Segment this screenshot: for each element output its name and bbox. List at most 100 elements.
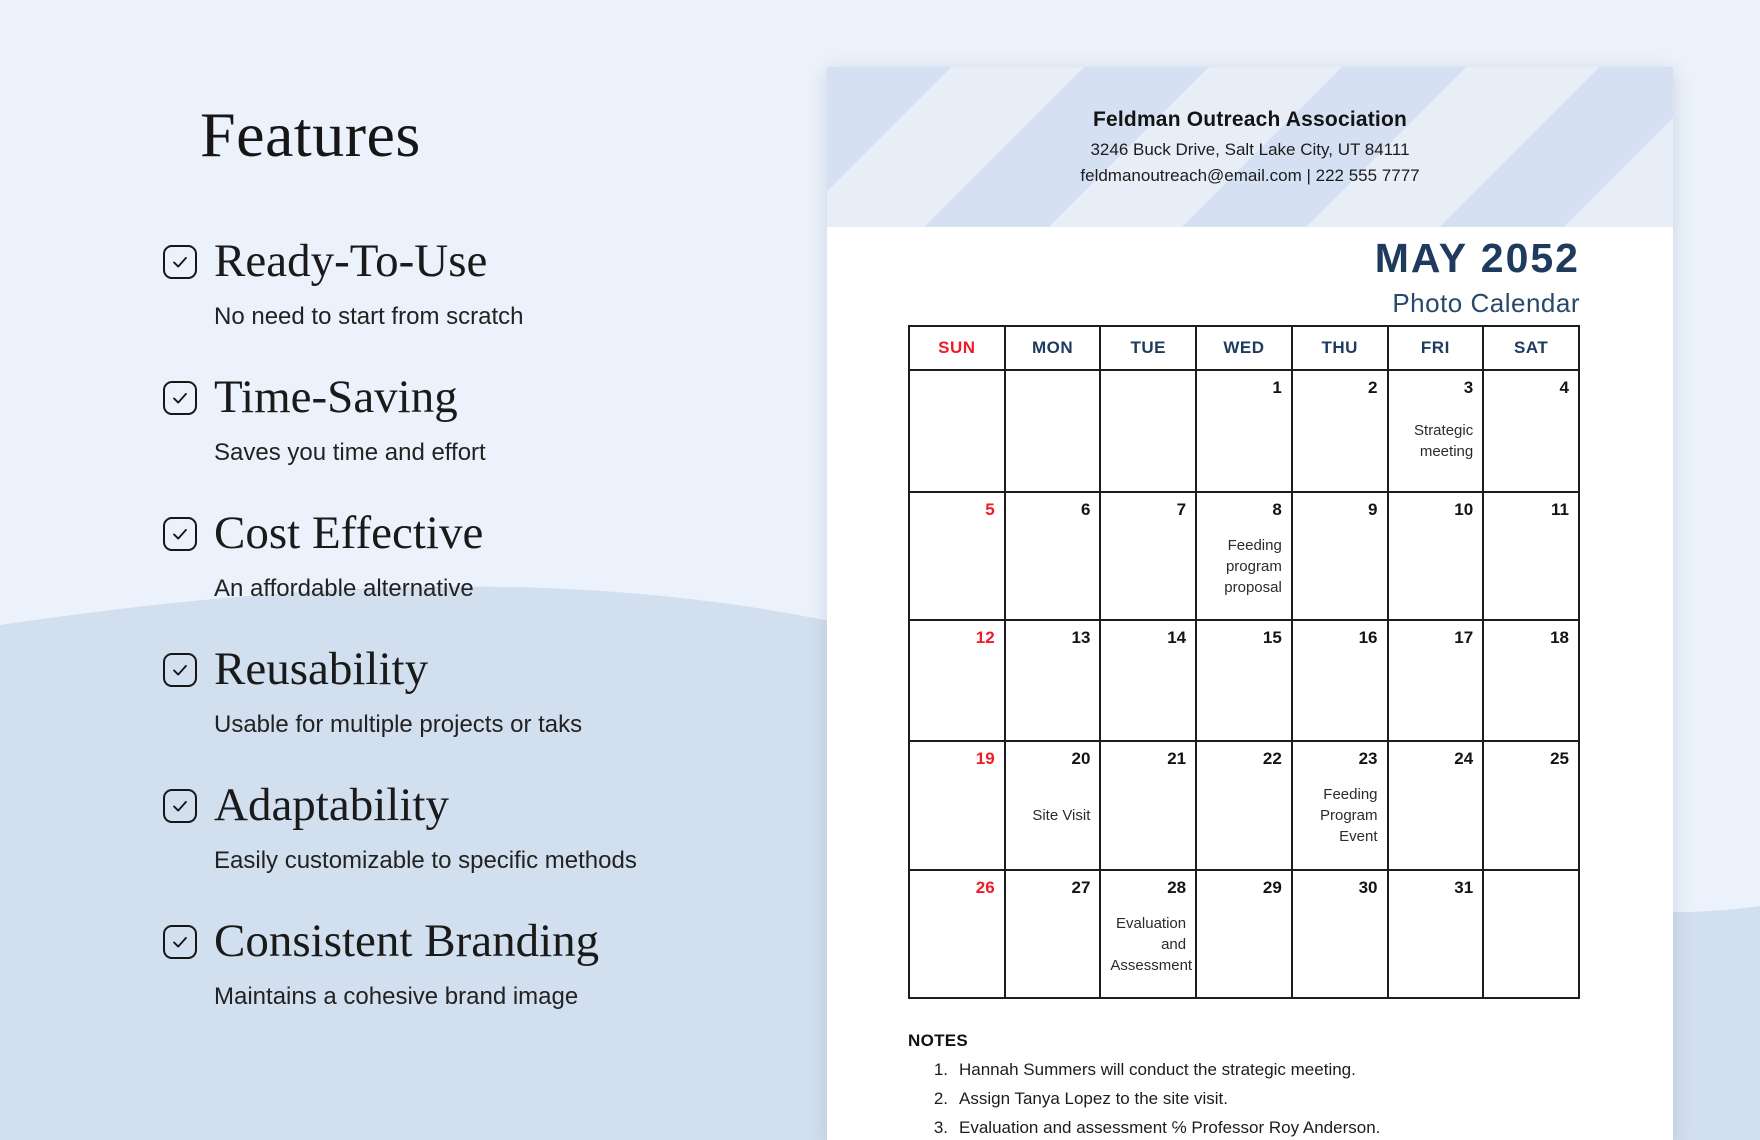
calendar-day-cell: 6: [1003, 491, 1102, 621]
calendar-day-cell: [1099, 369, 1198, 493]
calendar-day-cell: [1003, 369, 1102, 493]
org-contact: feldmanoutreach@email.com | 222 555 7777: [1080, 166, 1420, 185]
calendar-subtitle: Photo Calendar: [1392, 288, 1580, 318]
calendar-event: Feeding Program Event: [1302, 784, 1378, 847]
org-name: Feldman Outreach Association: [1092, 108, 1408, 131]
notes-list: 1. Hannah Summers will conduct the strate…: [908, 1060, 1580, 1138]
note-text: Evaluation and assessment ℅ Professor Ro…: [959, 1118, 1381, 1137]
feature-heading: Consistent Branding: [214, 915, 600, 967]
feature-heading: Cost Effective: [214, 507, 484, 559]
calendar-page: Feldman Outreach Association 3246 Buck D…: [827, 67, 1673, 1140]
day-number: 17: [1454, 628, 1474, 647]
day-number: 30: [1358, 878, 1378, 897]
calendar-week-row: 12 13 14 15 16 17 18: [908, 619, 1580, 742]
feature-description: Maintains a cohesive brand image: [214, 983, 579, 1010]
note-item: 1. Hannah Summers will conduct the strate…: [924, 1060, 1580, 1080]
calendar-event-line: Evaluation: [1116, 914, 1187, 932]
checkbox-checked-icon: [163, 245, 197, 279]
calendar-event: Strategic meeting: [1398, 420, 1474, 462]
note-text: Hannah Summers will conduct the strategi…: [959, 1060, 1356, 1079]
calendar-event: Feeding program proposal: [1206, 535, 1282, 598]
day-number: 14: [1167, 628, 1187, 647]
calendar-day-cell: 22: [1195, 740, 1293, 871]
calendar-event-line: Strategic: [1414, 422, 1474, 439]
calendar-day-cell: 24: [1386, 740, 1485, 871]
calendar-week-row: 5 6 7 8 Feeding program proposal 9 10 11: [908, 491, 1580, 621]
day-number: 28: [1167, 878, 1187, 897]
checkbox-checked-icon: [163, 381, 197, 415]
note-number: 3.: [933, 1118, 948, 1137]
day-number: 20: [1071, 749, 1091, 768]
feature-item: Reusability Usable for multiple projects …: [163, 642, 763, 740]
weekday-header-row: SUN MON TUE WED THU FRI SAT: [908, 325, 1580, 371]
day-number: 16: [1358, 628, 1378, 647]
calendar-day-cell: 13: [1003, 619, 1102, 742]
calendar-event-line: program: [1225, 557, 1282, 575]
day-number: 29: [1262, 878, 1282, 897]
checkbox-checked-icon: [163, 789, 197, 823]
calendar-day-cell: 15: [1195, 619, 1293, 742]
day-number: 25: [1550, 749, 1569, 768]
note-item: 2. Assign Tanya Lopez to the site visit.: [924, 1089, 1580, 1109]
feature-description: Usable for multiple projects or taks: [214, 711, 583, 738]
calendar-day-cell: 31: [1386, 869, 1485, 999]
calendar-day-cell: 21: [1099, 740, 1198, 871]
weekday-header-cell: SUN: [908, 325, 1006, 371]
letterhead-band: Feldman Outreach Association 3246 Buck D…: [827, 67, 1673, 227]
calendar-day-cell: 12: [908, 619, 1006, 742]
calendar-event-line: Feeding: [1227, 536, 1282, 554]
day-number: 12: [975, 628, 995, 647]
weekday-header-cell: THU: [1290, 325, 1389, 371]
calendar-day-cell: 29: [1195, 869, 1293, 999]
calendar-week-row: 26 27 28 Evaluation and Assessment 29 30 31: [908, 869, 1580, 999]
day-number: 8: [1272, 500, 1282, 519]
calendar-day-cell: 19: [908, 740, 1006, 871]
calendar-grid: SUN MON TUE WED THU FRI SAT 1 2 3 Strategic meetin…: [908, 325, 1580, 999]
checkbox-checked-icon: [163, 925, 197, 959]
month-title: MAY 2052: [1374, 235, 1580, 281]
feature-description: An affordable alternative: [214, 575, 474, 602]
feature-item: Consistent Branding Maintains a cohesive …: [163, 914, 763, 1012]
calendar-day-cell: 26: [908, 869, 1006, 999]
calendar-day-cell: 10: [1386, 491, 1485, 621]
calendar-event-line: proposal: [1224, 578, 1282, 596]
note-item: 3. Evaluation and assessment ℅ Professor …: [924, 1118, 1580, 1138]
day-number: 3: [1463, 378, 1474, 397]
feature-item: Time-Saving Saves you time and effort: [163, 370, 763, 468]
note-number: 2.: [933, 1089, 948, 1108]
calendar-day-cell: 20 Site Visit: [1003, 740, 1102, 871]
calendar-day-cell: [908, 369, 1006, 493]
calendar-day-cell: 4: [1482, 369, 1580, 493]
day-number: 7: [1176, 500, 1187, 519]
calendar-day-cell: 25: [1482, 740, 1580, 871]
notes-section: NOTES 1. Hannah Summers will conduct the …: [908, 1031, 1580, 1138]
org-address: 3246 Buck Drive, Salt Lake City, UT 8411…: [1090, 140, 1410, 159]
calendar-day-cell: 28 Evaluation and Assessment: [1099, 869, 1198, 999]
day-number: 10: [1454, 500, 1474, 519]
calendar-day-cell: 3 Strategic meeting: [1386, 369, 1485, 493]
feature-item: Cost Effective An affordable alternative: [163, 506, 763, 604]
day-number: 23: [1358, 749, 1378, 768]
day-number: 4: [1559, 378, 1569, 397]
note-number: 1.: [933, 1060, 948, 1079]
day-number: 26: [975, 878, 995, 897]
day-number: 24: [1454, 749, 1474, 768]
calendar-day-cell: 8 Feeding program proposal: [1195, 491, 1293, 621]
calendar-day-cell: 16: [1290, 619, 1389, 742]
calendar-day-cell: 18: [1482, 619, 1580, 742]
day-number: 19: [975, 749, 995, 768]
features-title: Features: [200, 99, 421, 170]
calendar-day-cell: 30: [1290, 869, 1389, 999]
calendar-day-cell: 1: [1195, 369, 1293, 493]
feature-heading: Time-Saving: [214, 371, 458, 423]
day-number: 2: [1368, 378, 1378, 397]
calendar-event-line: Program: [1319, 807, 1378, 824]
calendar-week-row: 1 2 3 Strategic meeting 4: [908, 369, 1580, 493]
calendar-day-cell: 7: [1099, 491, 1198, 621]
feature-item: Ready-To-Use No need to start from scratc…: [163, 234, 763, 332]
calendar-day-cell: 11: [1482, 491, 1580, 621]
calendar-day-cell: [1482, 869, 1580, 999]
feature-heading: Adaptability: [214, 779, 449, 831]
day-number: 1: [1272, 378, 1282, 397]
